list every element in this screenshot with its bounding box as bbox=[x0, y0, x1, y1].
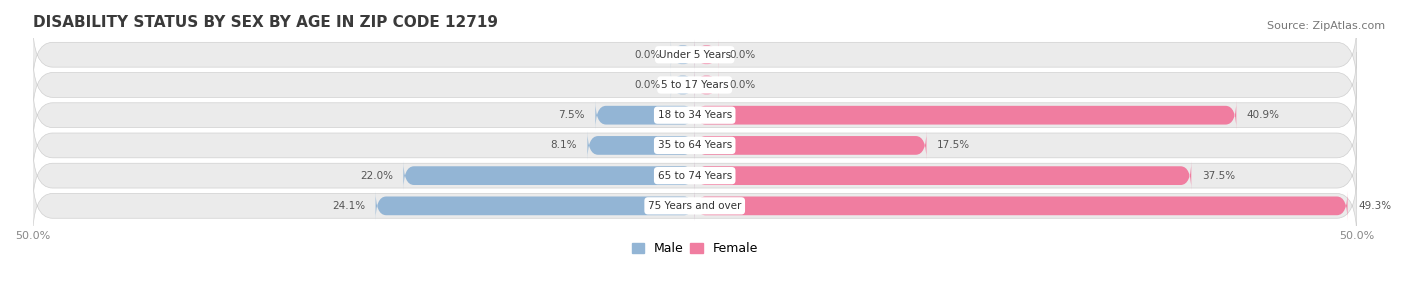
Text: 49.3%: 49.3% bbox=[1358, 201, 1391, 211]
Text: DISABILITY STATUS BY SEX BY AGE IN ZIP CODE 12719: DISABILITY STATUS BY SEX BY AGE IN ZIP C… bbox=[32, 15, 498, 30]
FancyBboxPatch shape bbox=[32, 22, 1357, 88]
FancyBboxPatch shape bbox=[695, 131, 927, 160]
Text: 0.0%: 0.0% bbox=[634, 80, 661, 90]
Text: 40.9%: 40.9% bbox=[1247, 110, 1279, 120]
FancyBboxPatch shape bbox=[695, 161, 1191, 190]
Text: Source: ZipAtlas.com: Source: ZipAtlas.com bbox=[1267, 21, 1385, 31]
FancyBboxPatch shape bbox=[695, 40, 718, 70]
FancyBboxPatch shape bbox=[32, 52, 1357, 118]
Text: 35 to 64 Years: 35 to 64 Years bbox=[658, 140, 733, 150]
Text: 8.1%: 8.1% bbox=[550, 140, 576, 150]
FancyBboxPatch shape bbox=[671, 70, 695, 100]
Text: 24.1%: 24.1% bbox=[332, 201, 366, 211]
Text: 5 to 17 Years: 5 to 17 Years bbox=[661, 80, 728, 90]
Text: 7.5%: 7.5% bbox=[558, 110, 585, 120]
Legend: Male, Female: Male, Female bbox=[627, 237, 763, 261]
Text: 65 to 74 Years: 65 to 74 Years bbox=[658, 171, 733, 181]
Text: 0.0%: 0.0% bbox=[730, 50, 755, 60]
Text: Under 5 Years: Under 5 Years bbox=[658, 50, 731, 60]
Text: 75 Years and over: 75 Years and over bbox=[648, 201, 741, 211]
FancyBboxPatch shape bbox=[32, 143, 1357, 209]
Text: 17.5%: 17.5% bbox=[936, 140, 970, 150]
FancyBboxPatch shape bbox=[695, 70, 718, 100]
FancyBboxPatch shape bbox=[595, 100, 695, 130]
FancyBboxPatch shape bbox=[404, 161, 695, 190]
Text: 0.0%: 0.0% bbox=[730, 80, 755, 90]
Text: 37.5%: 37.5% bbox=[1202, 171, 1234, 181]
FancyBboxPatch shape bbox=[695, 191, 1347, 221]
Text: 18 to 34 Years: 18 to 34 Years bbox=[658, 110, 733, 120]
Text: 0.0%: 0.0% bbox=[634, 50, 661, 60]
FancyBboxPatch shape bbox=[695, 100, 1236, 130]
FancyBboxPatch shape bbox=[588, 131, 695, 160]
Text: 22.0%: 22.0% bbox=[360, 171, 392, 181]
FancyBboxPatch shape bbox=[671, 40, 695, 70]
FancyBboxPatch shape bbox=[375, 191, 695, 221]
FancyBboxPatch shape bbox=[32, 82, 1357, 148]
FancyBboxPatch shape bbox=[32, 112, 1357, 178]
FancyBboxPatch shape bbox=[32, 173, 1357, 239]
